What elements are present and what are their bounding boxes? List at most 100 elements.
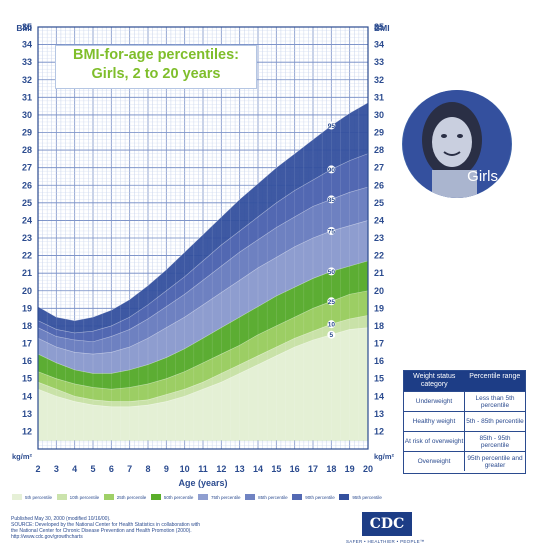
swatch-label: 85th percentile [258, 494, 288, 500]
percentile-label-dot [327, 330, 336, 339]
swatch-item: 5th percentile [12, 494, 52, 500]
percentile-label-dot [327, 320, 336, 329]
footer-line: SOURCE: Developed by the National Center… [11, 522, 200, 528]
percentile-label: 10 [328, 322, 336, 329]
y-tick-label: 34 [22, 40, 32, 50]
y-tick-label: 25 [22, 198, 32, 208]
y-tick-label: 21 [374, 268, 384, 278]
percentile-line-90 [37, 153, 369, 334]
cdc-tagline: SAFER • HEALTHIER • PEOPLE™ [346, 539, 425, 544]
y-axis-unit: kg/m² [374, 452, 395, 461]
legend-range: Less than 5th percentile [475, 394, 515, 409]
legend-category: Overweight [404, 452, 465, 471]
swatch-item: 95th percentile [339, 494, 382, 500]
y-tick-label: 21 [22, 268, 32, 278]
y-tick-label: 20 [374, 286, 384, 296]
y-axis-unit: kg/m² [12, 452, 33, 461]
y-tick-label: 12 [22, 426, 32, 436]
y-tick-label: 31 [22, 92, 32, 102]
y-tick-label: 27 [22, 163, 32, 173]
y-tick-label: 29 [374, 128, 384, 138]
percentile-label: 90 [328, 167, 336, 174]
legend-category: Underweight [404, 392, 465, 411]
y-tick-label: 31 [374, 92, 384, 102]
x-tick-label: 18 [326, 464, 336, 474]
legend-range: 95th percentile and greater [467, 454, 523, 469]
x-tick-label: 19 [345, 464, 355, 474]
swatch-box [245, 494, 256, 500]
legend-header-range: Percentile range [469, 373, 521, 380]
percentile-line-50 [37, 260, 369, 374]
percentile-line-95 [37, 102, 369, 321]
chart-title-line-2: Girls, 2 to 20 years [91, 66, 221, 82]
percentile-label-dot [327, 165, 336, 174]
y-tick-label: 15 [374, 374, 384, 384]
girl-portrait-image [403, 90, 511, 198]
swatch-item: 90th percentile [292, 494, 335, 500]
y-tick-label: 13 [22, 409, 32, 419]
y-tick-label: 13 [374, 409, 384, 419]
cdc-logo: CDC [362, 512, 412, 536]
swatch-item: 25th percentile [103, 494, 146, 500]
percentile-label-dot [327, 195, 336, 204]
y-tick-label: 27 [374, 163, 384, 173]
footer-link[interactable]: http://www.cdc.gov/growthcharts [11, 534, 83, 540]
swatch-item: 85th percentile [245, 494, 288, 500]
x-tick-label: 5 [90, 464, 95, 474]
swatch-label: 95th percentile [352, 494, 382, 500]
x-tick-label: 15 [271, 464, 281, 474]
percentile-label-dot [327, 121, 336, 130]
weight-status-legend: Weight status category Percentile range … [403, 370, 526, 474]
percentile-label: 5 [330, 332, 334, 339]
swatch-box [56, 494, 67, 500]
y-tick-label: 29 [22, 128, 32, 138]
girl-photo: Girls [402, 90, 512, 198]
swatch-box [150, 494, 161, 500]
swatch-box [339, 494, 350, 500]
percentile-line-10 [37, 315, 369, 402]
y-tick-label: 35 [22, 22, 32, 32]
percentile-label: 50 [328, 269, 336, 276]
legend-header: Weight status category Percentile range [404, 371, 525, 391]
swatch-item: 10th percentile [56, 494, 99, 500]
y-tick-label: 16 [374, 356, 384, 366]
x-tick-label: 3 [54, 464, 59, 474]
percentile-line-5 [37, 327, 369, 408]
y-tick-label: 22 [22, 251, 32, 261]
legend-category: Healthy weight [404, 412, 465, 431]
x-axis-label: Age (years) [178, 478, 227, 488]
swatch-item: 50th percentile [150, 494, 194, 500]
y-tick-label: 33 [374, 57, 384, 67]
y-tick-label: 23 [374, 233, 384, 243]
y-axis-label: BMI [374, 23, 390, 33]
x-tick-label: 7 [127, 464, 132, 474]
y-tick-label: 30 [374, 110, 384, 120]
swatch-label: 50th percentile [163, 494, 194, 500]
y-tick-label: 32 [374, 75, 384, 85]
percentile-line-25 [37, 290, 369, 390]
percentile-label: 85 [328, 197, 336, 204]
y-axis-label: BMI [16, 23, 32, 33]
y-tick-label: 28 [374, 145, 384, 155]
chart-title: BMI-for-age percentiles: Girls, 2 to 20 … [55, 45, 257, 89]
percentile-line-85 [37, 186, 369, 343]
x-tick-label: 10 [180, 464, 190, 474]
x-tick-label: 17 [308, 464, 318, 474]
y-tick-label: 32 [22, 75, 32, 85]
legend-row: Overweight 95th percentile and greater [404, 451, 525, 471]
y-tick-label: 28 [22, 145, 32, 155]
y-tick-label: 18 [374, 321, 384, 331]
x-tick-label: 6 [109, 464, 114, 474]
percentile-label-dot [327, 267, 336, 276]
x-tick-label: 16 [290, 464, 300, 474]
footer-source: Published May 30, 2000 (modified 10/16/0… [11, 516, 311, 540]
y-tick-label: 26 [22, 180, 32, 190]
y-tick-label: 34 [374, 40, 384, 50]
y-tick-label: 22 [374, 251, 384, 261]
plot-border [37, 26, 369, 450]
x-tick-label: 13 [235, 464, 245, 474]
y-tick-label: 26 [374, 180, 384, 190]
y-tick-label: 23 [22, 233, 32, 243]
x-tick-label: 2 [35, 464, 40, 474]
